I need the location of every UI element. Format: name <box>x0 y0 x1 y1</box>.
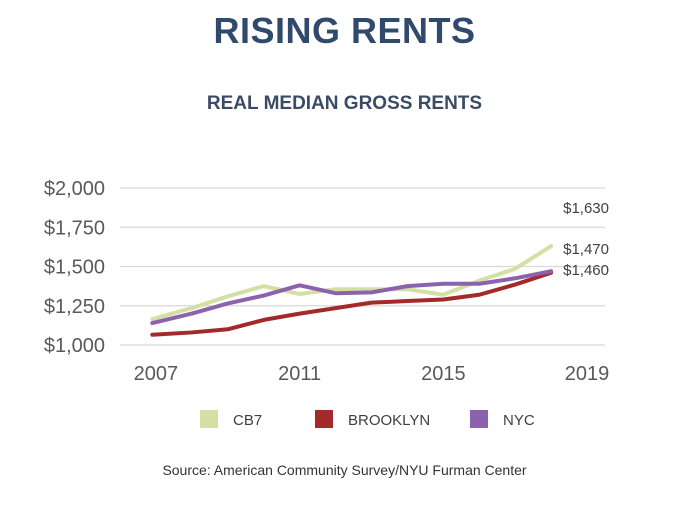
series-line-brooklyn <box>150 270 554 337</box>
y-tick-label: $1,500 <box>44 257 105 279</box>
legend-label-cb7: CB7 <box>233 412 262 429</box>
end-label-brooklyn: $1,460 <box>563 262 609 279</box>
legend: CB7 BROOKLYN NYC <box>200 410 535 429</box>
end-value-labels: $1,630 $1,470 $1,460 <box>563 200 609 279</box>
y-tick-label: $1,250 <box>44 296 105 318</box>
end-label-nyc: $1,470 <box>563 241 609 258</box>
x-tick-label: 2015 <box>421 363 466 385</box>
page-title: RISING RENTS <box>213 10 476 51</box>
y-axis-ticks: $1,000 $1,250 $1,500 $1,750 $2,000 <box>44 178 105 357</box>
end-label-cb7: $1,630 <box>563 200 609 217</box>
series-line-cb7 <box>150 244 554 322</box>
legend-label-nyc: NYC <box>503 412 535 429</box>
y-tick-label: $1,000 <box>44 335 105 357</box>
source-note: Source: American Community Survey/NYU Fu… <box>162 462 527 478</box>
series-lines <box>150 244 554 337</box>
x-axis-ticks: 2007 2011 2015 2019 <box>134 363 610 385</box>
gridlines <box>120 187 605 346</box>
x-tick-label: 2011 <box>278 363 321 385</box>
y-tick-label: $1,750 <box>44 217 105 239</box>
line-chart: $1,000$1,250$1,500$1,750$2,000 2007 2011 2… <box>44 178 610 429</box>
legend-label-brooklyn: BROOKLYN <box>348 412 430 429</box>
y-tick-label: $2,000 <box>44 178 105 200</box>
x-tick-label: 2019 <box>565 363 610 385</box>
x-tick-label: 2007 <box>134 363 179 385</box>
chart-subtitle: REAL MEDIAN GROSS RENTS <box>206 93 483 114</box>
legend-swatch-nyc <box>470 410 488 428</box>
legend-swatch-cb7 <box>200 410 218 428</box>
series-line-nyc <box>150 269 554 326</box>
legend-swatch-brooklyn <box>315 410 333 428</box>
